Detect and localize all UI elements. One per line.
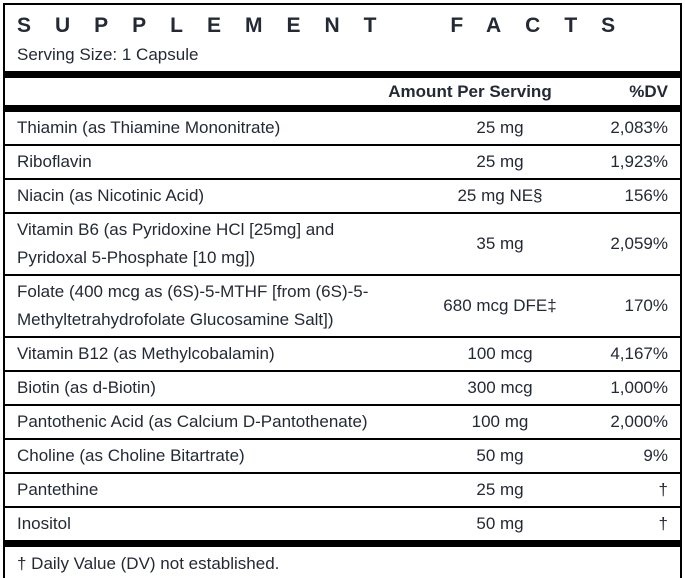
nutrient-name: Pantethine [17,480,99,499]
supplement-facts-title: SUPPLEMENT FACTS [17,14,640,37]
table-row: Choline (as Choline Bitartrate) 50 mg 9% [5,440,680,474]
thick-divider-bottom [5,540,680,547]
table-row: Inositol 50 mg † [5,508,680,540]
nutrient-amount: 100 mcg [467,344,533,363]
nutrient-amount: 25 mg [476,118,524,137]
nutrient-name: Vitamin B12 (as Methylcobalamin) [17,344,275,363]
nutrient-name: Inositol [17,514,71,533]
table-row: Vitamin B6 (as Pyridoxine HCl [25mg] and… [5,214,680,276]
table-row: Thiamin (as Thiamine Mononitrate) 25 mg … [5,112,680,146]
nutrient-dv: 1,000% [610,378,668,397]
nutrient-dv: 4,167% [610,344,668,363]
nutrient-dv: 9% [643,446,668,465]
nutrient-amount: 50 mg [476,514,524,533]
serving-size-text: Serving Size: 1 Capsule [17,45,199,64]
nutrient-name: Riboflavin [17,152,92,171]
footer-note: † Daily Value (DV) not established. [17,554,280,573]
thick-divider-top [5,71,680,78]
nutrient-amount: 25 mg [476,480,524,499]
nutrient-amount: 680 mcg DFE‡ [443,296,557,315]
nutrient-dv: 2,083% [610,118,668,137]
table-row: Folate (400 mcg as (6S)-5-MTHF [from (6S… [5,276,680,338]
table-row: Biotin (as d-Biotin) 300 mcg 1,000% [5,372,680,406]
table-row: Niacin (as Nicotinic Acid) 25 mg NE§ 156… [5,180,680,214]
nutrient-amount: 300 mcg [467,378,533,397]
column-header-dv: %DV [629,81,668,101]
table-row: Vitamin B12 (as Methylcobalamin) 100 mcg… [5,338,680,372]
nutrient-name: Niacin (as Nicotinic Acid) [17,186,205,205]
nutrient-amount: 50 mg [476,446,524,465]
column-header-amount: Amount Per Serving [388,81,552,101]
nutrient-amount: 25 mg NE§ [457,186,543,205]
nutrient-name: Biotin (as d-Biotin) [17,378,156,397]
nutrient-name: Thiamin (as Thiamine Mononitrate) [17,118,281,137]
nutrient-amount: 35 mg [476,234,524,253]
nutrient-dv: 1,923% [610,152,668,171]
table-row: Pantethine 25 mg † [5,474,680,508]
nutrient-name: Pantothenic Acid (as Calcium D-Pantothen… [17,412,368,431]
nutrient-dv: 2,059% [610,234,668,253]
table-row: Pantothenic Acid (as Calcium D-Pantothen… [5,406,680,440]
supplement-facts-label: SUPPLEMENT FACTS Serving Size: 1 Capsule… [3,3,682,578]
nutrient-name: Vitamin B6 (as Pyridoxine HCl [25mg] and… [17,220,335,267]
nutrient-dv: 156% [624,186,668,205]
nutrient-dv: 170% [624,296,668,315]
nutrient-dv: † [658,480,668,499]
nutrient-dv: † [658,514,668,533]
nutrient-dv: 2,000% [610,412,668,431]
nutrient-name: Choline (as Choline Bitartrate) [17,446,245,465]
nutrient-amount: 100 mg [471,412,529,431]
facts-rows: Thiamin (as Thiamine Mononitrate) 25 mg … [5,112,680,540]
table-row: Riboflavin 25 mg 1,923% [5,146,680,180]
column-header-row: Amount Per Serving %DV [5,78,680,105]
label-header: SUPPLEMENT FACTS Serving Size: 1 Capsule [5,5,680,71]
thick-divider-header [5,105,680,112]
nutrient-name: Folate (400 mcg as (6S)-5-MTHF [from (6S… [17,282,369,329]
nutrient-amount: 25 mg [476,152,524,171]
